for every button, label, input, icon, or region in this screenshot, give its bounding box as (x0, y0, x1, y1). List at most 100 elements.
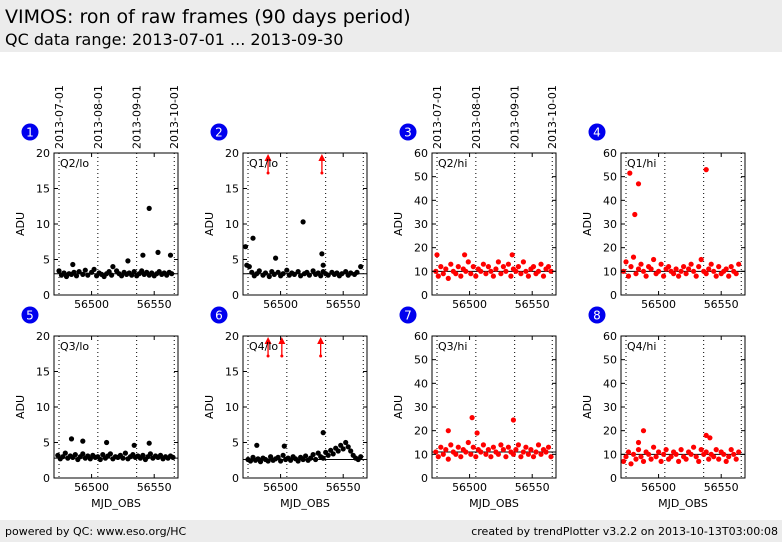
data-point (85, 272, 91, 278)
x-tick-label: 56500 (641, 481, 676, 494)
data-point (538, 261, 544, 267)
data-point (97, 456, 103, 463)
outlier-arrowhead (264, 154, 272, 161)
data-point (485, 264, 491, 270)
data-point (140, 452, 146, 458)
data-point (703, 449, 709, 455)
data-point (91, 266, 97, 272)
data-point (693, 454, 699, 460)
y-tick-label: 0 (232, 472, 239, 485)
y-tick-label: 40 (603, 377, 617, 390)
x-tick-label: 56500 (74, 481, 109, 494)
panel-number: 3 (404, 126, 412, 140)
data-point (653, 454, 659, 460)
y-tick-label: 15 (36, 183, 50, 196)
outlier-arrowhead (318, 154, 326, 161)
data-point (348, 448, 354, 454)
data-point (73, 273, 80, 279)
data-point (513, 447, 519, 453)
data-point (265, 458, 271, 464)
data-point (440, 451, 446, 457)
data-point (453, 451, 459, 457)
outlier-arrow-base (266, 171, 270, 175)
data-point (470, 444, 476, 450)
y-tick-label: 20 (225, 330, 239, 343)
data-point (146, 440, 152, 446)
data-point (540, 273, 547, 279)
x-tick-label: 56550 (326, 481, 361, 494)
panel-number: 8 (593, 309, 601, 323)
data-point (678, 268, 684, 274)
x-axis-label: MJD_OBS (280, 497, 330, 510)
y-tick-label: 5 (43, 437, 50, 450)
date-tick-label: 2013-10-01 (546, 85, 559, 149)
x-tick-label: 56550 (326, 298, 361, 311)
date-tick-label: 2013-09-01 (131, 85, 144, 149)
data-point (630, 254, 637, 260)
data-point (681, 264, 687, 270)
y-axis-label: ADU (14, 212, 27, 236)
data-point (632, 211, 638, 218)
x-axis-label: MJD_OBS (469, 497, 519, 510)
data-point (125, 258, 131, 264)
data-point (628, 264, 634, 270)
data-point (434, 252, 440, 258)
data-point (651, 444, 657, 450)
data-point (62, 450, 68, 456)
data-point (691, 268, 697, 274)
y-tick-label: 20 (225, 147, 239, 160)
data-point (320, 262, 326, 268)
data-point (284, 267, 290, 273)
data-point (435, 454, 441, 460)
data-point (330, 451, 336, 457)
y-tick-label: 10 (225, 401, 239, 414)
y-tick-label: 10 (603, 448, 617, 461)
panel-number-badge (399, 123, 417, 141)
footer-band: powered by QC: www.eso.org/HC created by… (0, 520, 782, 542)
y-tick-label: 0 (610, 289, 617, 302)
data-point (340, 446, 346, 452)
y-axis-label: ADU (203, 212, 216, 236)
data-point (630, 451, 637, 457)
data-point (107, 451, 113, 457)
data-point (678, 447, 684, 453)
data-point (495, 259, 501, 265)
y-tick-label: 60 (414, 147, 428, 160)
data-point (688, 261, 694, 267)
panel-number-badge (399, 306, 417, 324)
data-point (528, 447, 534, 453)
data-point (140, 252, 146, 258)
data-point (313, 456, 319, 463)
panel-quadrant-label: Q1/hi (627, 157, 656, 170)
data-point (525, 451, 532, 457)
panel-quadrant-label: Q3/lo (60, 340, 89, 353)
data-point (345, 444, 351, 450)
data-point (465, 439, 471, 446)
x-tick-label: 56500 (263, 481, 298, 494)
data-point (706, 456, 712, 462)
outlier-arrow-base (319, 354, 323, 358)
x-tick-label: 56500 (74, 298, 109, 311)
data-point (435, 273, 441, 279)
data-point (169, 271, 175, 277)
data-point (490, 273, 496, 279)
y-axis-label: ADU (392, 212, 405, 236)
data-point (469, 415, 475, 421)
data-point (703, 167, 709, 173)
data-point (510, 417, 516, 423)
data-point (520, 259, 527, 265)
date-tick-label: 2013-10-01 (168, 85, 181, 149)
data-point (503, 268, 509, 274)
y-tick-label: 10 (36, 218, 50, 231)
data-point (242, 244, 249, 250)
y-tick-label: 60 (414, 330, 428, 343)
data-point (295, 269, 301, 275)
data-point (443, 447, 449, 453)
date-tick-label: 2013-08-01 (92, 85, 105, 149)
y-axis-label: ADU (203, 395, 216, 419)
data-point (509, 252, 515, 258)
data-point (462, 252, 468, 258)
data-point (463, 449, 469, 455)
data-point (468, 271, 474, 277)
data-point (339, 271, 345, 277)
